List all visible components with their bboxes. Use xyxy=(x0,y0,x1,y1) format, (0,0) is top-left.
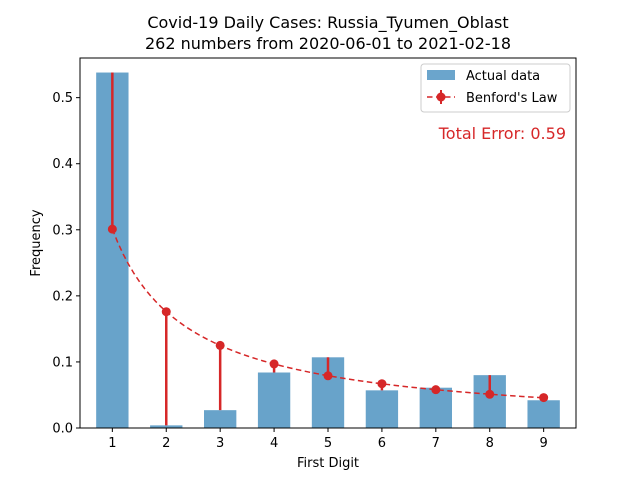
x-tick-label: 5 xyxy=(324,436,332,451)
benford-point-digit-5 xyxy=(323,371,333,381)
legend-marker-swatch xyxy=(436,92,446,102)
benford-point-digit-9 xyxy=(539,393,549,403)
legend-label-benford: Benford's Law xyxy=(466,91,558,106)
chart-subtitle: 262 numbers from 2020-06-01 to 2021-02-1… xyxy=(145,34,511,53)
chart-title: Covid-19 Daily Cases: Russia_Tyumen_Obla… xyxy=(147,13,508,33)
x-tick-label: 7 xyxy=(432,436,440,451)
y-tick-label: 0.5 xyxy=(52,91,73,106)
x-tick-label: 2 xyxy=(162,436,170,451)
benford-point-digit-1 xyxy=(107,224,117,234)
x-tick-label: 4 xyxy=(270,436,278,451)
y-axis-ticks: 0.0 0.1 0.2 0.3 0.4 0.5 xyxy=(52,91,80,437)
benford-curve xyxy=(111,228,544,399)
benford-point-digit-6 xyxy=(377,379,387,389)
benford-markers xyxy=(107,224,549,403)
x-tick-label: 9 xyxy=(540,436,548,451)
total-error-annotation: Total Error: 0.59 xyxy=(438,124,566,143)
x-tick-label: 1 xyxy=(108,436,116,451)
bar-digit-7 xyxy=(419,387,452,428)
y-tick-label: 0.0 xyxy=(52,422,73,437)
benford-point-digit-8 xyxy=(485,389,495,399)
legend-box xyxy=(420,63,571,113)
benford-point-digit-4 xyxy=(269,359,279,369)
x-tick-label: 8 xyxy=(486,436,494,451)
bar-digit-9 xyxy=(527,400,560,428)
x-axis-ticks: 1 2 3 4 5 6 7 8 9 xyxy=(108,428,548,451)
x-tick-label: 6 xyxy=(378,436,386,451)
legend-bar-swatch xyxy=(427,70,455,80)
bar-digit-2 xyxy=(150,425,183,428)
legend-label-actual: Actual data xyxy=(466,69,540,84)
benford-point-digit-2 xyxy=(161,307,171,317)
legend: Actual data Benford's Law xyxy=(420,63,571,113)
x-axis-label: First Digit xyxy=(297,456,359,471)
y-tick-label: 0.4 xyxy=(52,157,73,172)
bar-digit-3 xyxy=(204,410,237,428)
y-tick-label: 0.3 xyxy=(52,223,73,238)
y-axis-label: Frequency xyxy=(29,209,44,276)
x-tick-label: 3 xyxy=(216,436,224,451)
bar-digit-6 xyxy=(365,390,399,428)
bar-digit-4 xyxy=(257,372,291,428)
benford-point-digit-3 xyxy=(215,340,225,350)
y-tick-label: 0.1 xyxy=(52,355,73,370)
benford-point-digit-7 xyxy=(431,385,441,395)
y-tick-label: 0.2 xyxy=(52,289,73,304)
